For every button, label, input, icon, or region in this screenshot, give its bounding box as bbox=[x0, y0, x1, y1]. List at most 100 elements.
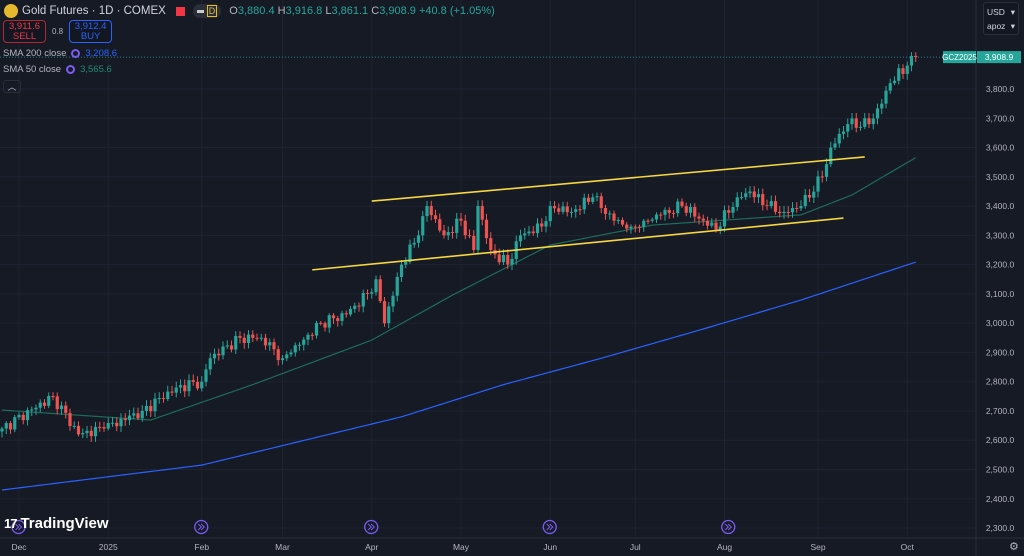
candle-body bbox=[412, 242, 416, 245]
candle-body bbox=[710, 222, 714, 226]
candle-body bbox=[174, 387, 178, 393]
currency-unit-selector[interactable]: USD ▾ apoz ▾ bbox=[983, 2, 1019, 35]
candle bbox=[476, 200, 480, 255]
candle-body bbox=[59, 405, 64, 410]
candle-body bbox=[251, 334, 255, 338]
candle bbox=[68, 408, 72, 431]
candle bbox=[769, 195, 773, 209]
candle bbox=[888, 78, 892, 94]
candle bbox=[565, 201, 569, 217]
candle-body bbox=[909, 55, 914, 66]
candle bbox=[880, 98, 884, 115]
candle bbox=[374, 275, 378, 296]
candle-body bbox=[697, 216, 701, 219]
candle bbox=[467, 229, 472, 239]
candle bbox=[382, 297, 387, 327]
candle-body bbox=[357, 305, 361, 307]
candle bbox=[863, 113, 867, 130]
tradingview-logo[interactable]: 17 TradingView bbox=[4, 515, 109, 532]
candle-body bbox=[51, 396, 55, 398]
economic-event-icon[interactable] bbox=[364, 519, 379, 535]
candle-body bbox=[421, 216, 425, 236]
candle bbox=[399, 260, 404, 282]
indicator-sma50[interactable]: SMA 50 close 3,565.6 bbox=[3, 64, 112, 75]
candle bbox=[225, 340, 229, 349]
change-value: +40.8 (+1.05%) bbox=[418, 5, 495, 17]
y-tick-label: 2,600.0 bbox=[986, 435, 1015, 445]
candle bbox=[89, 425, 93, 443]
economic-event-icon[interactable] bbox=[721, 519, 736, 535]
candle bbox=[370, 288, 374, 299]
candle-body bbox=[633, 226, 637, 228]
candle-body bbox=[221, 346, 225, 356]
last-price-badge-bg bbox=[977, 51, 1021, 64]
candle-body bbox=[846, 124, 850, 132]
candle-body bbox=[76, 425, 81, 435]
candle-body bbox=[620, 219, 625, 225]
candle bbox=[110, 417, 115, 427]
symbol-title[interactable]: Gold Futures · 1D · COMEX bbox=[22, 5, 166, 17]
candle bbox=[34, 404, 38, 416]
candle-body bbox=[132, 413, 136, 416]
settings-gear-icon[interactable]: ⚙ bbox=[1009, 541, 1019, 553]
sell-button[interactable]: 3,911.6 SELL bbox=[3, 20, 46, 43]
candle-body bbox=[119, 418, 123, 427]
candle bbox=[191, 374, 195, 386]
candle-body bbox=[225, 345, 229, 347]
candle bbox=[841, 125, 846, 140]
candle bbox=[850, 112, 854, 130]
chevron-up-icon: ︿ bbox=[7, 82, 17, 92]
currency-select[interactable]: USD ▾ bbox=[987, 7, 1015, 17]
candle bbox=[115, 417, 119, 432]
economic-event-icon[interactable] bbox=[11, 519, 26, 535]
candle-body bbox=[391, 295, 395, 307]
candle bbox=[676, 198, 680, 217]
candle-body bbox=[582, 197, 586, 210]
y-tick-label: 3,100.0 bbox=[986, 289, 1015, 299]
candle bbox=[242, 333, 246, 349]
y-tick-label: 2,300.0 bbox=[986, 523, 1015, 533]
indicator-sma200[interactable]: SMA 200 close 3,208.6 bbox=[3, 48, 118, 59]
candle bbox=[829, 141, 833, 168]
economic-event-icon[interactable] bbox=[194, 519, 209, 535]
trade-panel: 3,911.6 SELL 0.8 3,912.4 BUY bbox=[3, 20, 113, 43]
candle-body bbox=[884, 90, 888, 104]
candle bbox=[331, 313, 336, 325]
candle bbox=[289, 349, 293, 357]
candle bbox=[901, 64, 905, 80]
candle-body bbox=[548, 206, 552, 222]
candle bbox=[871, 113, 875, 130]
market-status-pill[interactable]: D bbox=[192, 4, 222, 18]
flag-icon[interactable] bbox=[175, 6, 185, 16]
candle-body bbox=[472, 235, 476, 250]
candle-body bbox=[467, 235, 472, 237]
candle-body bbox=[72, 425, 76, 427]
unit-select[interactable]: apoz ▾ bbox=[987, 21, 1015, 31]
candle-body bbox=[897, 68, 901, 81]
candle bbox=[761, 188, 765, 211]
buy-button[interactable]: 3,912.4 BUY bbox=[69, 20, 113, 43]
candle-body bbox=[30, 409, 34, 411]
candle bbox=[285, 351, 289, 362]
candle bbox=[599, 192, 603, 214]
candle bbox=[310, 332, 314, 341]
candle-body bbox=[837, 133, 841, 144]
candle bbox=[786, 206, 790, 219]
collapse-legend-button[interactable]: ︿ bbox=[3, 80, 21, 93]
candle-body bbox=[586, 197, 591, 202]
y-tick-label: 3,600.0 bbox=[986, 143, 1015, 153]
candle-body bbox=[285, 354, 289, 359]
candle bbox=[319, 321, 323, 326]
candle bbox=[153, 392, 157, 417]
candle-body bbox=[344, 313, 348, 315]
candle-body bbox=[888, 83, 892, 91]
candle bbox=[395, 272, 399, 302]
candle bbox=[812, 185, 816, 204]
candle bbox=[425, 200, 429, 222]
economic-event-icon[interactable] bbox=[542, 519, 557, 535]
candle bbox=[544, 216, 548, 233]
candle-body bbox=[140, 410, 144, 419]
candle bbox=[259, 333, 263, 342]
candle-body bbox=[574, 209, 578, 212]
